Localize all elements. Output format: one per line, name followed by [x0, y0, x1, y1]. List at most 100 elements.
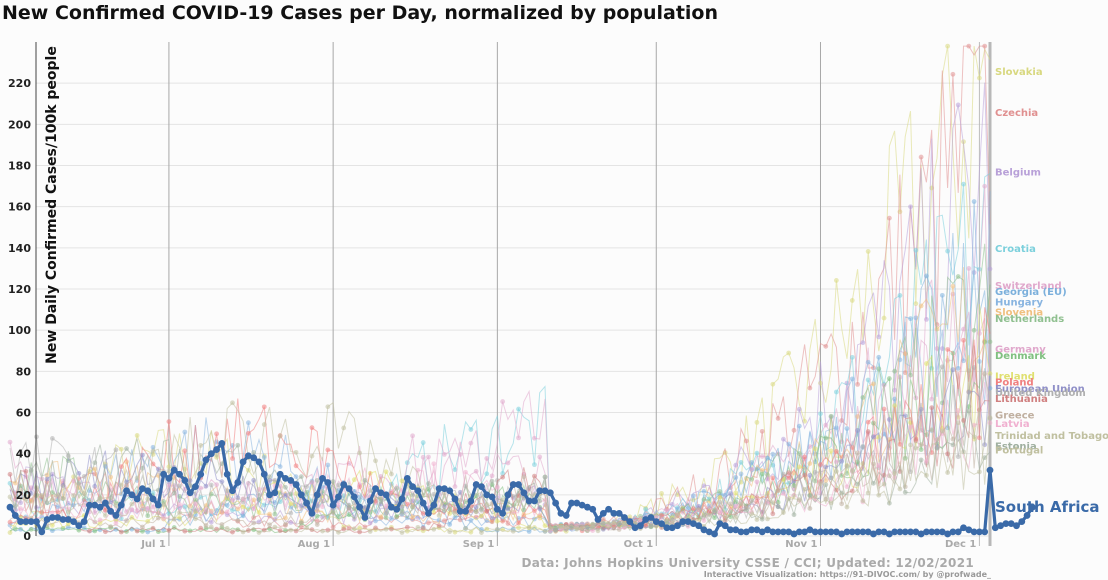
series-point	[833, 449, 839, 454]
highlight-point	[621, 514, 628, 521]
series-point	[134, 508, 140, 514]
highlight-point	[568, 499, 575, 507]
series-point	[971, 327, 977, 333]
highlight-point	[440, 485, 448, 493]
series-point	[955, 274, 961, 279]
series-point	[389, 516, 394, 521]
series-point	[489, 478, 495, 484]
series-point	[977, 435, 982, 441]
series-point	[855, 381, 860, 387]
series-point	[770, 511, 776, 517]
series-point	[796, 464, 802, 470]
series-point	[214, 482, 219, 488]
series-point	[738, 501, 744, 507]
series-point	[924, 472, 929, 478]
series-point	[786, 470, 792, 476]
series-point	[277, 528, 283, 534]
series-point	[81, 474, 87, 479]
highlight-point	[822, 528, 830, 536]
y-tick-label: 220	[8, 77, 31, 90]
series-point	[701, 497, 707, 502]
series-point	[537, 498, 543, 504]
series-point	[871, 420, 876, 426]
highlight-point	[27, 518, 35, 525]
series-point	[733, 503, 739, 509]
series-point	[833, 278, 839, 283]
highlight-point	[769, 528, 777, 536]
series-point	[987, 339, 993, 345]
highlight-point	[933, 528, 941, 536]
series-point	[124, 518, 129, 524]
series-point	[441, 451, 447, 457]
series-point	[871, 434, 876, 440]
series-point	[7, 530, 13, 536]
series-point	[251, 477, 257, 483]
series-point	[770, 451, 776, 457]
series-point	[542, 528, 548, 534]
series-point	[198, 485, 204, 491]
series-point	[134, 528, 140, 534]
series-point	[759, 516, 765, 522]
highlight-point	[414, 487, 422, 495]
series-point	[293, 449, 299, 455]
series-end-label: Greece	[995, 411, 1035, 422]
series-point	[775, 487, 781, 493]
series-point	[182, 448, 188, 454]
series-point	[336, 482, 341, 488]
series-point	[277, 433, 283, 439]
series-point	[49, 436, 55, 441]
highlight-point	[1028, 503, 1036, 511]
series-point	[494, 484, 500, 490]
highlight-point	[981, 528, 989, 536]
highlight-point	[467, 497, 475, 505]
series-point	[108, 524, 114, 530]
series-point	[918, 457, 924, 463]
highlight-point	[546, 489, 554, 497]
series-point	[304, 525, 310, 531]
highlight-point	[991, 524, 999, 532]
series-point	[717, 489, 723, 494]
series-point	[690, 493, 696, 499]
highlight-point	[801, 528, 808, 536]
series-point	[982, 371, 988, 377]
series-point	[129, 507, 135, 513]
series-point	[690, 506, 696, 512]
series-point	[839, 501, 845, 507]
highlight-point	[578, 501, 586, 509]
series-labels: South Africa Slovakia Czechia Belgium Croati…	[995, 67, 1108, 516]
series-point	[526, 529, 532, 534]
series-point	[383, 503, 389, 509]
highlight-point	[117, 501, 125, 509]
y-axis-label: New Daily Confirmed Cases/100k people	[44, 46, 60, 364]
series-point	[288, 527, 294, 533]
series-point	[325, 447, 331, 453]
highlight-point	[1018, 518, 1026, 525]
highlight-point	[689, 520, 697, 528]
series-point	[860, 498, 866, 504]
series-point	[177, 510, 182, 516]
highlight-point	[213, 446, 220, 453]
series-point	[76, 470, 82, 476]
series-point	[7, 494, 13, 500]
series-point	[457, 497, 463, 503]
series-end-label: Lithuania	[995, 394, 1048, 405]
series-point	[97, 495, 103, 501]
series-end-label: Trinidad and Tobago	[995, 431, 1108, 442]
highlight-point	[753, 526, 761, 534]
series-point	[701, 518, 707, 523]
series-point	[955, 365, 961, 371]
series-point	[955, 454, 961, 460]
series-point	[876, 366, 882, 372]
y-tick-label: 100	[8, 324, 31, 337]
series-point	[230, 497, 235, 503]
highlight-point	[43, 516, 51, 523]
series-point	[479, 513, 484, 519]
series-point	[749, 511, 755, 517]
x-tick-label: Aug 1	[298, 539, 330, 550]
series-point	[738, 459, 744, 465]
series-point	[182, 429, 188, 435]
series-point	[415, 524, 421, 530]
series-point	[849, 298, 855, 303]
series-point	[712, 507, 717, 513]
